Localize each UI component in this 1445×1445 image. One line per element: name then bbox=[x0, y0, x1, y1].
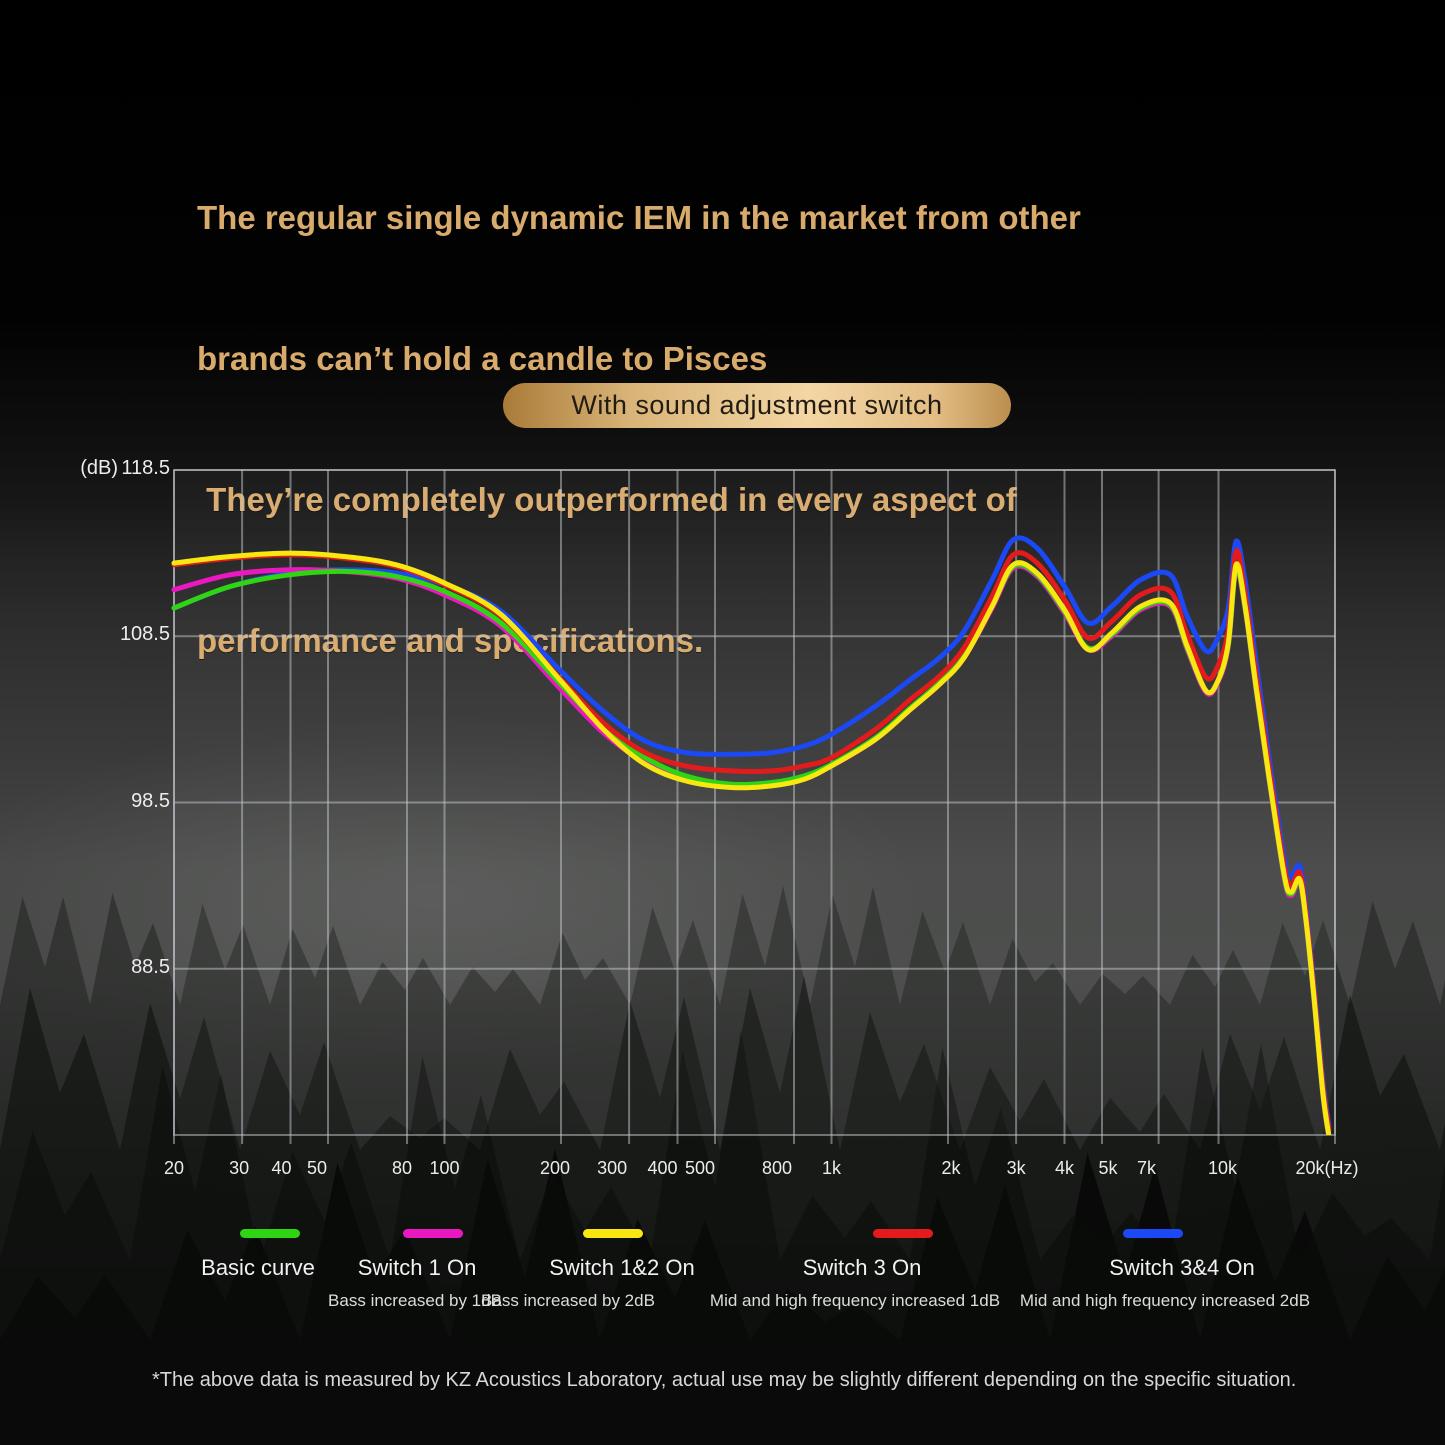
x-tick-30: 30 bbox=[229, 1158, 250, 1178]
x-tick-7k: 7k bbox=[1137, 1158, 1157, 1178]
x-tick-100: 100 bbox=[429, 1158, 460, 1178]
x-tick-50: 50 bbox=[306, 1158, 328, 1178]
title-line-3: They’re completely outperformed in every… bbox=[197, 476, 1347, 523]
title-line-2: brands can’t hold a candle to Pisces bbox=[197, 340, 768, 377]
x-tick-1k: 1k bbox=[821, 1158, 842, 1178]
legend-sublabel-2: Bass increased by 1dB bbox=[328, 1291, 502, 1310]
x-tick-2k: 2k bbox=[941, 1158, 961, 1178]
legend-sublabel-4: Mid and high frequency increased 1dB bbox=[709, 1291, 1001, 1310]
x-tick-300: 300 bbox=[597, 1158, 628, 1178]
x-tick-400: 400 bbox=[647, 1158, 678, 1178]
treeline bbox=[0, 1030, 1445, 1445]
y-axis-unit: (dB) bbox=[80, 457, 118, 479]
x-tick-4k: 4k bbox=[1054, 1158, 1074, 1178]
legend-label-1: Basic curve bbox=[201, 1255, 315, 1280]
legend-swatch-3 bbox=[583, 1229, 643, 1238]
x-tick-200: 200 bbox=[539, 1158, 571, 1178]
y-tick-118.5: 118.5 bbox=[121, 457, 170, 479]
x-tick-3k: 3k bbox=[1006, 1158, 1026, 1178]
footer-note: *The above data is measured by KZ Acoust… bbox=[152, 1369, 1297, 1391]
curve-switch-1-2-on bbox=[171, 550, 1332, 1135]
legend-swatch-5 bbox=[1123, 1229, 1183, 1238]
x-tick-800: 800 bbox=[761, 1158, 793, 1178]
legend-label-4: Switch 3 On bbox=[802, 1255, 922, 1280]
legend-sublabel-5: Mid and high frequency increased 2dB bbox=[1019, 1291, 1311, 1310]
y-tick-88.5: 88.5 bbox=[131, 955, 170, 978]
legend-sublabel-3: Bass increased by 2dB bbox=[481, 1291, 655, 1310]
legend-label-2: Switch 1 On bbox=[357, 1255, 477, 1280]
legend-label-5: Switch 3&4 On bbox=[1109, 1255, 1255, 1280]
frequency-response-chart bbox=[171, 469, 1336, 1144]
x-tick-20k(Hz): 20k(Hz) bbox=[1295, 1158, 1359, 1178]
legend-swatch-2 bbox=[403, 1229, 463, 1238]
legend-label-3: Switch 1&2 On bbox=[549, 1255, 695, 1280]
title-line-1: The regular single dynamic IEM in the ma… bbox=[197, 199, 1081, 236]
badge-label: With sound adjustment switch bbox=[571, 390, 943, 420]
x-tick-80: 80 bbox=[391, 1158, 412, 1178]
y-tick-98.5: 98.5 bbox=[131, 789, 170, 812]
title-line-4: performance and specifications. bbox=[197, 617, 1347, 664]
x-tick-5k: 5k bbox=[1098, 1158, 1118, 1178]
sound-adjustment-badge: With sound adjustment switch bbox=[503, 383, 1011, 428]
plot-border bbox=[173, 469, 1336, 1136]
x-tick-40: 40 bbox=[271, 1158, 292, 1178]
x-tick-20: 20 bbox=[163, 1158, 185, 1178]
legend-swatch-4 bbox=[873, 1229, 933, 1238]
y-tick-108.5: 108.5 bbox=[119, 623, 170, 646]
legend-swatch-1 bbox=[240, 1229, 300, 1238]
x-tick-500: 500 bbox=[684, 1158, 716, 1178]
page-title: The regular single dynamic IEM in the ma… bbox=[197, 100, 1347, 758]
x-tick-10k: 10k bbox=[1207, 1158, 1238, 1178]
